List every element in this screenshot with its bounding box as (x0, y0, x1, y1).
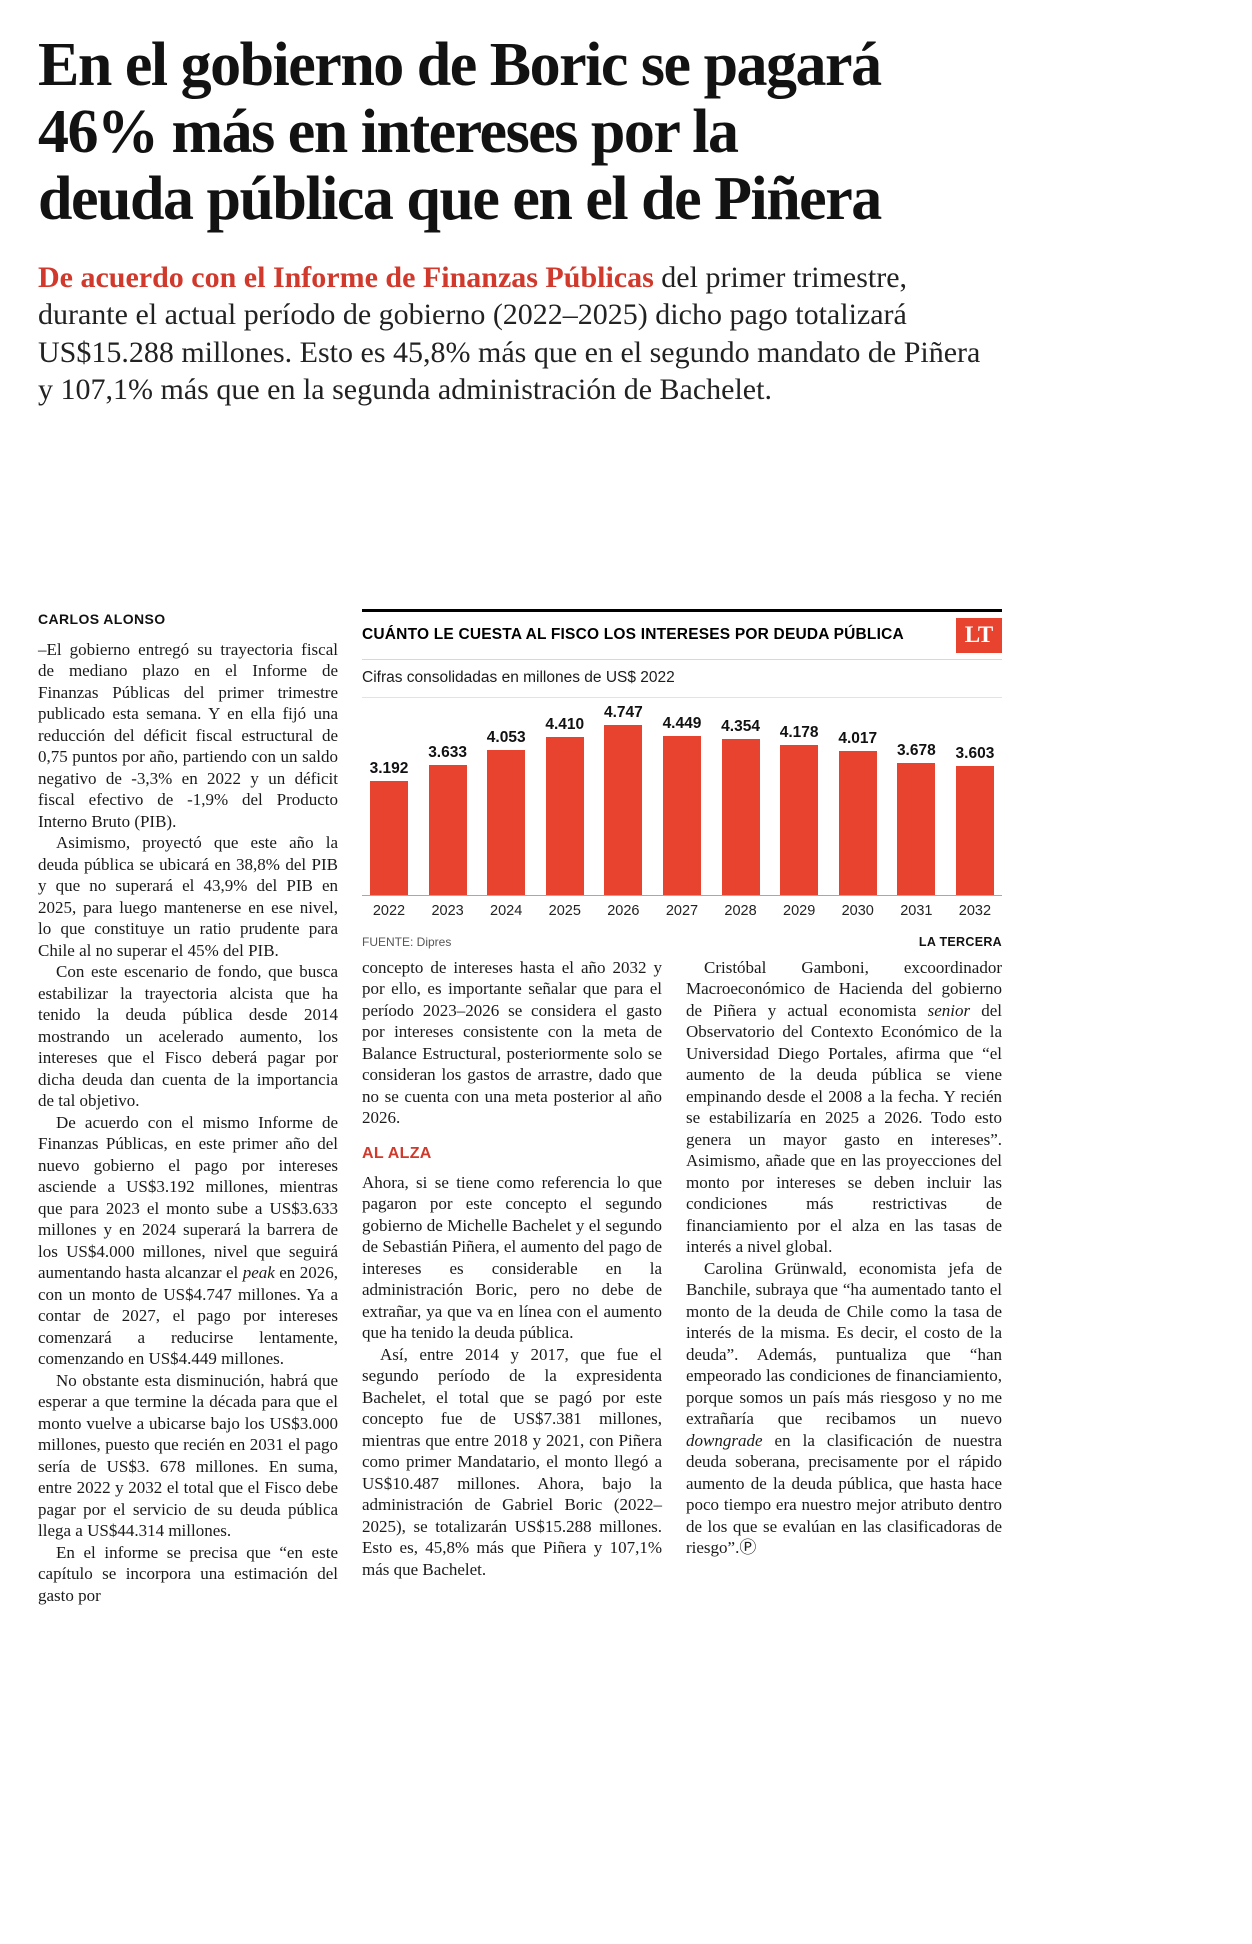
bar-year-label: 2031 (900, 902, 933, 919)
paragraph: En el informe se precisa que “en este ca… (38, 1542, 338, 1605)
column-right-paragraphs: Cristóbal Gamboni, excoordinador Macroec… (686, 957, 1002, 1559)
lead-highlight: De acuerdo con el Informe de Finanzas Pú… (38, 260, 654, 294)
article-column-right: Cristóbal Gamboni, excoordinador Macroec… (686, 957, 1002, 1607)
bar-group: 3.192 (366, 760, 412, 895)
byline: CARLOS ALONSO (38, 610, 166, 627)
bar-group: 4.053 (483, 729, 529, 895)
bar (838, 750, 877, 895)
paragraph: Así, entre 2014 y 2017, que fue el segun… (362, 1344, 662, 1579)
chart-title: CUÁNTO LE CUESTA AL FISCO LOS INTERESES … (362, 626, 904, 644)
paragraph: Con este escenario de fondo, que busca e… (38, 962, 338, 1111)
bar-group: 4.747 (600, 704, 646, 895)
column-middle-bottom-paragraphs: Ahora, si se tiene como referencia lo qu… (362, 1172, 662, 1581)
bar (545, 736, 584, 895)
bar-value-label: 3.678 (896, 741, 936, 759)
headline-line-1: En el gobierno de Boric se pagará (38, 31, 882, 99)
article-column-left: CARLOS ALONSO –El gobierno entregó su tr… (38, 609, 338, 1607)
paragraph: –El gobierno entregó su trayectoria fisc… (38, 639, 338, 831)
bar-group: 4.449 (659, 715, 705, 895)
paragraph: No obstante esta disminución, habrá que … (38, 1370, 338, 1541)
bar-value-label: 3.192 (369, 759, 409, 777)
headline-line-2: 46% más en intereses por la (38, 97, 739, 166)
bar-group: 4.178 (776, 724, 822, 895)
bar-year-label: 2028 (724, 902, 757, 919)
bar-group: 3.678 (893, 742, 939, 895)
chart-header: CUÁNTO LE CUESTA AL FISCO LOS INTERESES … (362, 612, 1002, 660)
chart-source: FUENTE: Dipres (362, 934, 452, 949)
column-middle-top-paragraphs: concepto de intereses hasta el año 2032 … (362, 957, 662, 1129)
bar-year-label: 2030 (841, 902, 874, 919)
bar (428, 764, 467, 895)
page-title: En el gobierno de Boric se pagará 46% má… (38, 32, 1214, 233)
paragraph: Carolina Grünwald, economista jefa de Ba… (686, 1258, 1002, 1558)
section-subhead: AL ALZA (362, 1144, 432, 1162)
article-column-middle: concepto de intereses hasta el año 2032 … (362, 957, 662, 1607)
bar-group: 4.354 (718, 718, 764, 895)
chart-footer: FUENTE: Dipres LA TERCERA (362, 935, 1002, 949)
bar (721, 738, 760, 895)
paragraph: Cristóbal Gamboni, excoordinador Macroec… (686, 957, 1002, 1257)
lead-rest: del primer trimestre, durante el actual … (38, 260, 981, 407)
headline-line-3: deuda pública que en el de Piñera (38, 164, 882, 233)
paragraph: concepto de intereses hasta el año 2032 … (362, 957, 662, 1128)
bar-group: 4.410 (542, 716, 588, 895)
bar-year-label: 2022 (372, 902, 406, 919)
bar-group: 3.603 (952, 745, 998, 895)
bar-year-label: 2023 (431, 902, 464, 919)
paragraph: Asimismo, proyectó que este año la deuda… (38, 833, 338, 960)
bar (370, 780, 408, 895)
bar-value-label: 4.747 (603, 703, 643, 721)
chart-subtitle: Cifras consolidadas en millones de US$ 2… (362, 660, 1002, 698)
year-axis: 2022 2023 2024 2025 2026 2027 2028 2029 2030 2031… (362, 896, 1002, 919)
chart-credit: LA TERCERA (918, 934, 1002, 949)
bar-value-label: 3.603 (955, 744, 995, 762)
interest-cost-chart: CUÁNTO LE CUESTA AL FISCO LOS INTERESES … (362, 608, 1002, 957)
paragraph: Ahora, si se tiene como referencia lo qu… (362, 1172, 662, 1343)
bar-value-label: 4.017 (838, 729, 878, 747)
bar (604, 724, 643, 895)
bar-year-label: 2032 (958, 902, 992, 919)
article-body: CARLOS ALONSO –El gobierno entregó su tr… (38, 608, 1214, 1607)
bar (780, 744, 819, 895)
bar-value-label: 3.633 (428, 743, 467, 761)
bar (955, 765, 994, 895)
bar-year-label: 2029 (783, 902, 816, 919)
bar-year-label: 2026 (607, 902, 640, 919)
lt-logo: LT (956, 617, 1002, 653)
bar-year-label: 2027 (665, 902, 699, 919)
column-left-paragraphs: –El gobierno entregó su trayectoria fisc… (38, 639, 338, 1607)
paragraph: De acuerdo con el mismo Informe de Finan… (38, 1112, 338, 1369)
bar (662, 735, 701, 895)
lead-paragraph: De acuerdo con el Informe de Finanzas Pú… (38, 259, 990, 409)
bar-group: 3.633 (425, 744, 471, 895)
bar-group: 4.017 (835, 730, 881, 895)
bar-plot: 3.192 3.633 4.053 4.410 4.747 4.449 4.354 4.178… (362, 698, 1002, 896)
bar-value-label: 4.053 (486, 728, 526, 746)
bar (487, 749, 526, 895)
bar-value-label: 4.354 (721, 717, 760, 735)
bar-year-label: 2025 (548, 902, 581, 919)
bar-year-label: 2024 (490, 902, 523, 919)
bar-value-label: 4.449 (662, 714, 702, 732)
bar (897, 762, 936, 895)
bar-value-label: 4.178 (779, 723, 819, 741)
bar-value-label: 4.410 (545, 715, 585, 733)
